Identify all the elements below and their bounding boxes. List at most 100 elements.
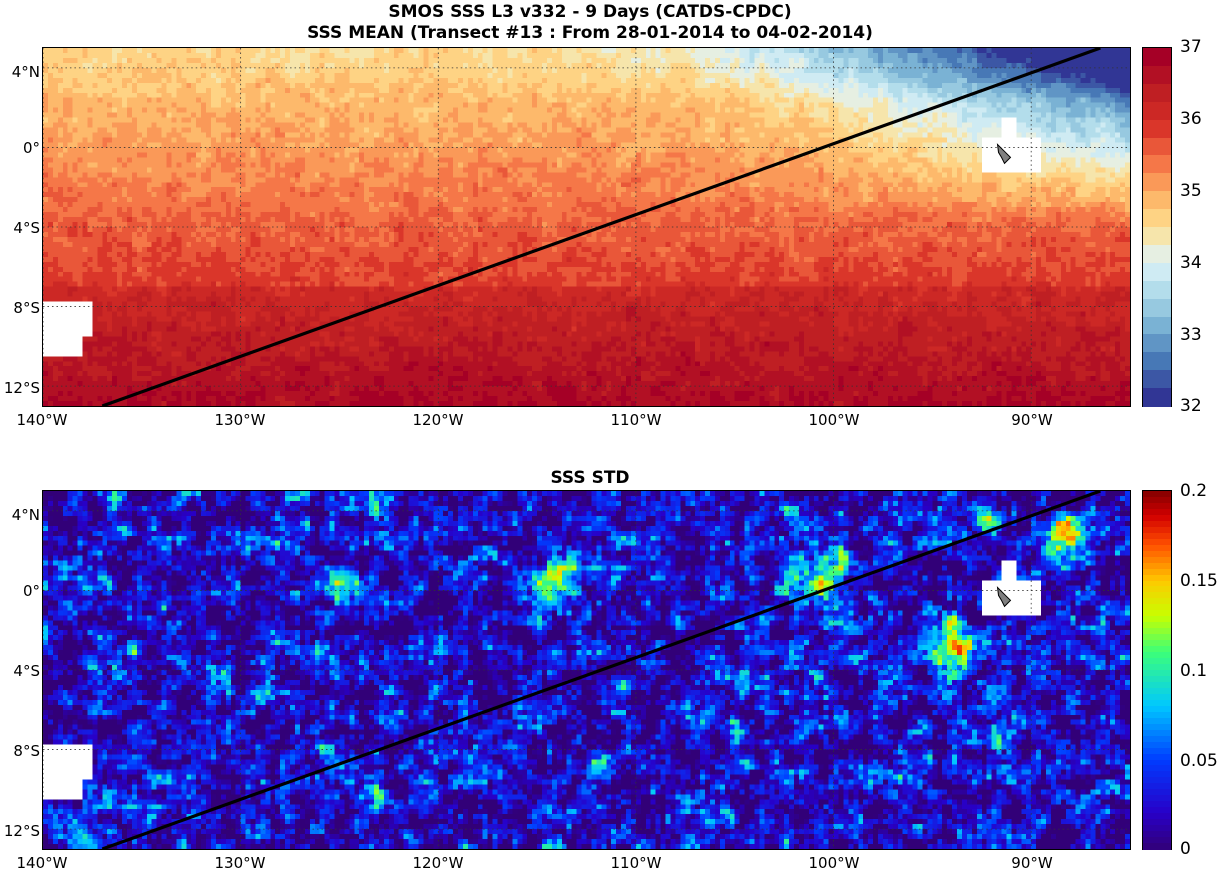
mean-colorbar-segment (1143, 173, 1171, 193)
std-colorbar-segment (1143, 562, 1171, 570)
lon-label-110w-top: 110°W (610, 411, 662, 429)
std-colorbar-segment (1143, 496, 1171, 504)
std-colorbar-segment (1143, 693, 1171, 701)
mean-colorbar-segment (1143, 388, 1171, 408)
std-colorbar-segment (1143, 640, 1171, 648)
mean-colorbar-segment (1143, 370, 1171, 390)
lat-label-0-bottom: 0° (22, 582, 40, 600)
mean-colorbar-segment (1143, 155, 1171, 175)
mean-colorbar-segment (1143, 209, 1171, 229)
lon-label-130w-bottom: 130°W (214, 854, 266, 872)
std-colorbar-segment (1143, 532, 1171, 540)
mean-colorbar-segment (1143, 227, 1171, 246)
std-colorbar-segment (1143, 592, 1171, 600)
title-line-1: SMOS SSS L3 v332 - 9 Days (CATDS-CPDC) (388, 2, 792, 22)
lon-label-100w-top: 100°W (808, 411, 860, 429)
std-colorbar-segment (1143, 705, 1171, 713)
std-colorbar-segment (1143, 664, 1171, 672)
mean-colorbar-segment (1143, 298, 1171, 318)
std-colorbar-segment (1143, 568, 1171, 576)
std-colorbar-segment (1143, 670, 1171, 678)
std-colorbar-segment (1143, 544, 1171, 552)
std-colorbar-segment (1143, 514, 1171, 522)
std-colorbar-segment (1143, 747, 1171, 755)
std-colorbar-segment (1143, 610, 1171, 618)
mean-cbar-tick-34: 34 (1180, 253, 1202, 273)
std-colorbar-segment (1143, 819, 1171, 827)
mean-transect-line (101, 48, 1101, 406)
mean-cbar-tick-32: 32 (1180, 396, 1202, 416)
std-colorbar-segment (1143, 711, 1171, 719)
sss-std-colorbar (1142, 490, 1172, 851)
std-colorbar-segment (1143, 765, 1171, 773)
std-colorbar-segment (1143, 580, 1171, 588)
mean-colorbar-segment (1143, 101, 1171, 121)
title-std: SSS STD (550, 468, 630, 488)
std-colorbar-segment (1143, 789, 1171, 797)
std-colorbar-segment (1143, 586, 1171, 594)
lon-label-130w-top: 130°W (214, 411, 266, 429)
std-colorbar-segment (1143, 634, 1171, 642)
std-colorbar-segment (1143, 735, 1171, 743)
std-island (996, 586, 1012, 608)
mean-cbar-tick-37: 37 (1180, 37, 1202, 57)
sss-mean-overlay (43, 48, 1130, 406)
mean-cbar-tick-35: 35 (1180, 181, 1202, 201)
std-colorbar-segment (1143, 604, 1171, 612)
lat-label-8s-top: 8°S (13, 299, 40, 317)
mean-colorbar-segment (1143, 137, 1171, 157)
mean-colorbar-segment (1143, 191, 1171, 211)
std-colorbar-segment (1143, 801, 1171, 809)
std-colorbar-segment (1143, 508, 1171, 516)
std-colorbar-segment (1143, 628, 1171, 636)
std-colorbar-segment (1143, 807, 1171, 815)
mean-colorbar-segment (1143, 352, 1171, 372)
sss-std-overlay (43, 491, 1130, 849)
lon-label-140w-bottom: 140°W (16, 854, 68, 872)
std-colorbar-segment (1143, 491, 1171, 499)
lat-label-12s-bottom: 12°S (3, 822, 40, 840)
std-colorbar-segment (1143, 574, 1171, 582)
std-colorbar-segment (1143, 837, 1171, 845)
std-colorbar-segment (1143, 598, 1171, 606)
std-colorbar-segment (1143, 753, 1171, 761)
mean-colorbar-segment (1143, 316, 1171, 336)
std-colorbar-segment (1143, 502, 1171, 510)
sss-mean-colorbar (1142, 47, 1172, 408)
mean-colorbar-segment (1143, 334, 1171, 354)
mean-colorbar-segment (1143, 83, 1171, 103)
std-colorbar-segment (1143, 652, 1171, 660)
std-cbar-tick-0.05: 0.05 (1180, 751, 1218, 771)
std-colorbar-segment (1143, 759, 1171, 767)
std-colorbar-segment (1143, 783, 1171, 791)
mean-colorbar-segment (1143, 48, 1171, 67)
lat-label-12s-top: 12°S (3, 379, 40, 397)
std-colorbar-segment (1143, 741, 1171, 749)
lat-label-0-top: 0° (22, 139, 40, 157)
std-colorbar-segment (1143, 717, 1171, 725)
mean-island (996, 143, 1012, 165)
lon-label-110w-bottom: 110°W (610, 854, 662, 872)
std-cbar-tick-0: 0 (1180, 839, 1191, 859)
lat-label-4s-bottom: 4°S (13, 662, 40, 680)
std-cbar-tick-0.2: 0.2 (1180, 481, 1208, 501)
std-colorbar-segment (1143, 771, 1171, 779)
std-colorbar-segment (1143, 681, 1171, 689)
lon-label-120w-top: 120°W (412, 411, 464, 429)
std-colorbar-segment (1143, 687, 1171, 695)
mean-colorbar-segment (1143, 119, 1171, 139)
std-colorbar-segment (1143, 550, 1171, 558)
std-colorbar-segment (1143, 520, 1171, 528)
lat-label-8s-bottom: 8°S (13, 742, 40, 760)
title-line-2: SSS MEAN (Transect #13 : From 28-01-2014… (307, 23, 873, 43)
std-colorbar-segment (1143, 723, 1171, 731)
std-colorbar-segment (1143, 825, 1171, 833)
lon-label-100w-bottom: 100°W (808, 854, 860, 872)
std-colorbar-segment (1143, 646, 1171, 654)
mean-colorbar-segment (1143, 262, 1171, 282)
std-colorbar-segment (1143, 729, 1171, 737)
mean-colorbar-segment (1143, 244, 1171, 264)
lat-label-4n-bottom: 4°N (11, 506, 40, 524)
mean-cbar-tick-33: 33 (1180, 325, 1202, 345)
std-colorbar-segment (1143, 538, 1171, 546)
